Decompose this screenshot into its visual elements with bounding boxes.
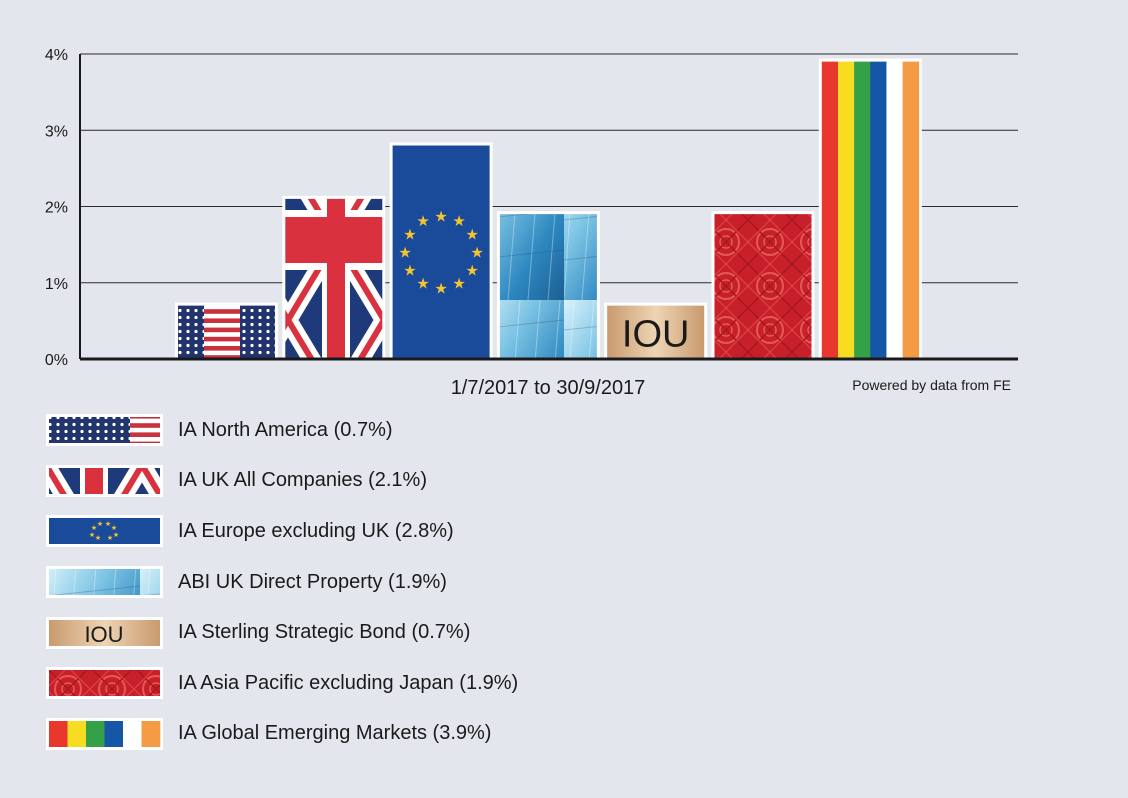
legend-item: ABI UK Direct Property (1.9%) xyxy=(46,557,518,608)
svg-text:★: ★ xyxy=(95,534,101,542)
legend-label: IA Asia Pacific excluding Japan (1.9%) xyxy=(178,671,519,694)
svg-text:★: ★ xyxy=(111,524,117,532)
legend-swatch: ★ ★ ★ ★★ ★★ ★ xyxy=(46,515,163,548)
legend-swatch xyxy=(46,566,163,599)
legend-swatch xyxy=(46,667,163,700)
legend-item: IA UK All Companies (2.1%) xyxy=(46,456,518,507)
legend-label: IA Sterling Strategic Bond (0.7%) xyxy=(178,621,471,644)
bar xyxy=(496,211,600,359)
y-tick-label: 0% xyxy=(45,352,68,369)
star-icon: ★ xyxy=(403,261,416,279)
star-icon: ★ xyxy=(398,243,411,261)
y-tick-label: 3% xyxy=(45,123,68,140)
bar: IOU xyxy=(604,302,708,359)
bar-text: IOU xyxy=(622,313,690,355)
svg-text:★: ★ xyxy=(89,531,95,539)
legend-swatch xyxy=(46,464,163,497)
legend-label: IA UK All Companies (2.1%) xyxy=(178,469,427,492)
bar xyxy=(818,58,922,359)
star-icon: ★ xyxy=(452,212,465,230)
legend-item: IOU IA Sterling Strategic Bond (0.7%) xyxy=(46,607,518,658)
star-icon: ★ xyxy=(416,212,429,230)
bar xyxy=(711,211,815,359)
svg-text:★: ★ xyxy=(107,534,113,542)
star-icon: ★ xyxy=(434,207,447,225)
legend-item: IA Asia Pacific excluding Japan (1.9%) xyxy=(46,658,518,709)
star-icon: ★ xyxy=(452,274,465,292)
svg-text:★: ★ xyxy=(97,520,103,528)
y-tick-label: 1% xyxy=(45,276,68,293)
star-icon: ★ xyxy=(416,274,429,292)
legend-label: IA North America (0.7%) xyxy=(178,418,393,441)
star-icon: ★ xyxy=(466,225,479,243)
legend-label: IA Global Emerging Markets (3.9%) xyxy=(178,722,492,745)
legend-label: ABI UK Direct Property (1.9%) xyxy=(178,570,447,593)
source-credit: Powered by data from FE xyxy=(852,377,1011,393)
star-icon: ★ xyxy=(470,243,483,261)
legend-item: ★ ★ ★ ★ ★ ★ ★ ★ IA Europe excluding UK (2.8%) xyxy=(46,506,518,557)
legend-item: IA Global Emerging Markets (3.9%) xyxy=(46,709,518,760)
legend-swatch xyxy=(46,717,163,750)
bar: ★★★★★★★★★ ★ ★★ xyxy=(389,142,493,359)
y-tick-label: 2% xyxy=(45,200,68,217)
x-axis-label: 1/7/2017 to 30/9/2017 xyxy=(451,377,646,399)
star-icon: ★ xyxy=(403,225,416,243)
legend-swatch xyxy=(46,414,163,447)
legend-item: IA North America (0.7%) xyxy=(46,405,518,456)
bar xyxy=(175,302,278,359)
svg-text:★: ★ xyxy=(105,520,111,528)
star-icon: ★ xyxy=(434,279,447,297)
star-icon: ★ xyxy=(466,261,479,279)
svg-text:★: ★ xyxy=(91,524,97,532)
legend: IA North America (0.7%) IA UK All Compani… xyxy=(46,405,518,759)
bar xyxy=(282,195,386,359)
svg-text:★: ★ xyxy=(113,531,119,539)
legend-label: IA Europe excluding UK (2.8%) xyxy=(178,519,454,542)
y-tick-label: 4% xyxy=(45,47,68,64)
svg-text:IOU: IOU xyxy=(84,622,123,647)
legend-swatch: IOU xyxy=(46,616,163,649)
